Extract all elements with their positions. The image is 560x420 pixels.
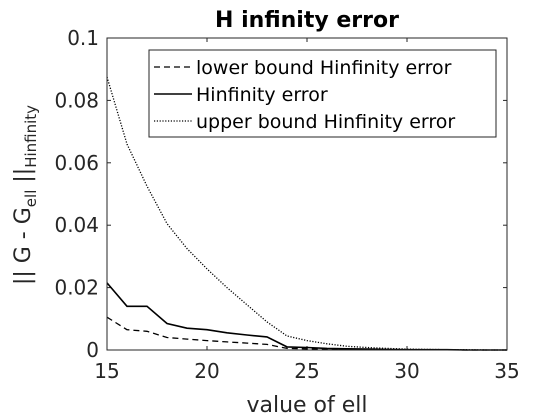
x-tick-label: 25 (294, 359, 319, 383)
y-tick-label: 0.06 (54, 151, 99, 175)
series-line-dotted (106, 76, 507, 351)
axis-ticks: 15 20 25 30 35 0 0.02 0.04 0.06 0.08 0.1 (54, 26, 519, 383)
y-tick-label: 0.04 (54, 213, 99, 237)
legend-label: Hinfinity error (196, 84, 328, 106)
x-tick-label: 30 (394, 359, 419, 383)
chart-title: H infinity error (215, 8, 399, 33)
y-label-middle: || (11, 168, 36, 190)
y-axis-label: || G - Gell ||Hinfinity (11, 105, 40, 285)
y-label-subscript-hinfinity: Hinfinity (22, 105, 40, 168)
y-tick-label: 0.08 (54, 88, 99, 112)
y-label-prefix: || G - G (11, 207, 36, 285)
series-line-dashed (106, 316, 507, 351)
x-tick-label: 15 (94, 359, 119, 383)
legend-label: upper bound Hinfinity error (196, 111, 455, 133)
legend-box (148, 49, 497, 138)
legend: lower bound Hinfinity error Hinfinity err… (148, 49, 497, 138)
x-tick-label: 35 (494, 359, 519, 383)
legend-items: lower bound Hinfinity error Hinfinity err… (154, 57, 455, 133)
y-label-subscript-ell: ell (22, 190, 40, 208)
legend-label: lower bound Hinfinity error (196, 57, 452, 79)
x-tick-label: 20 (194, 359, 219, 383)
plot-frame (106, 37, 508, 351)
x-axis-label: value of ell (246, 393, 367, 418)
y-tick-label: 0.1 (67, 26, 99, 50)
y-tick-label: 0.02 (54, 276, 99, 300)
y-tick-label: 0 (86, 338, 99, 362)
